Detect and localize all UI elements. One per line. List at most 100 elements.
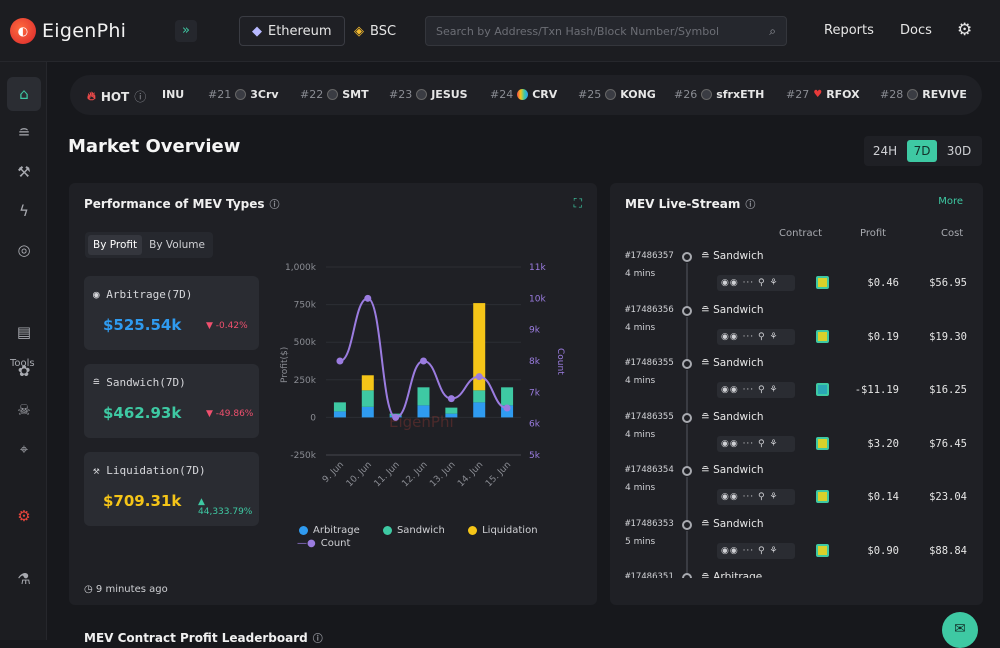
hot-symbol: SMT — [342, 88, 369, 101]
liquidation-icon[interactable]: ⚒ — [17, 163, 31, 181]
stat-card-arbitrage[interactable]: ◉ Arbitrage(7D) $525.54k ▼ -0.42% — [84, 276, 259, 350]
leaderboard-title: MEV Contract Profit Leaderboard ⓘ — [84, 631, 323, 645]
arbitrage-icon[interactable]: ◎ — [17, 241, 31, 259]
cost-value: $56.95 — [929, 277, 967, 289]
chat-support-button[interactable]: ✉ — [942, 612, 978, 648]
info-icon[interactable]: ⓘ — [745, 200, 756, 211]
token-path[interactable]: ◉◉ ··· ⚲ ⚘ — [717, 489, 795, 505]
block-number[interactable]: #17486354 — [625, 465, 674, 475]
search-icon[interactable]: ⌕ — [769, 24, 776, 38]
livestream-row[interactable]: #17486355 4 mins ≘ Sandwich ◉◉ ··· ⚲ ⚘ -$11.… — [610, 350, 983, 414]
timeline-line — [686, 477, 688, 521]
contract-icon[interactable] — [816, 490, 829, 503]
range-30d[interactable]: 30D — [946, 144, 972, 158]
hot-item[interactable]: #23 JESUS — [389, 88, 468, 101]
hot-item[interactable]: #25 KONG — [578, 88, 656, 101]
block-number[interactable]: #17486355 — [625, 358, 674, 368]
token-path[interactable]: ◉◉ ··· ⚲ ⚘ — [717, 435, 795, 452]
contract-icon[interactable] — [816, 329, 829, 343]
livestream-row[interactable]: #17486353 5 mins ≘ Sandwich ◉◉ ··· ⚲ ⚘ $0.90… — [610, 511, 983, 575]
contract-icon[interactable] — [816, 543, 829, 557]
tool-transaction-icon[interactable]: ▤ — [16, 323, 32, 341]
tool-attack-icon[interactable]: ☠ — [17, 401, 31, 419]
block-number[interactable]: #17486355 — [625, 411, 674, 422]
hot-item[interactable]: #27 ♥ RFOX — [786, 88, 860, 101]
timeline-line — [686, 530, 688, 575]
card-title-text: MEV Live-Stream — [625, 197, 741, 211]
bsc-icon: ◈ — [354, 23, 364, 39]
cost-value: $19.30 — [929, 330, 967, 343]
chain-ethereum-button[interactable]: ◆ Ethereum — [239, 16, 345, 46]
home-icon[interactable]: ⌂ — [7, 77, 41, 111]
contract-icon[interactable] — [816, 276, 829, 289]
sandwich-icon[interactable]: ≘ — [17, 124, 31, 142]
more-link[interactable]: More — [938, 196, 963, 207]
y-axis-label: Profit($) — [280, 347, 290, 383]
hot-label: 🔥︎ HOT ⓘ — [87, 88, 146, 105]
nav-docs[interactable]: Docs — [900, 23, 932, 38]
block-number[interactable]: #17486353 — [625, 518, 674, 529]
logo[interactable]: ◐ EigenPhi — [10, 18, 126, 44]
info-icon[interactable]: ⓘ — [269, 200, 280, 211]
legend-arbitrage[interactable]: Arbitrage — [299, 525, 360, 536]
hot-item[interactable]: #26 sfrxETH — [674, 88, 764, 101]
livestream-row[interactable]: #17486356 4 mins ≘ Sandwich ◉◉ ··· ⚲ ⚘ $0.19… — [610, 297, 983, 361]
expand-sidebar-button[interactable]: » — [175, 20, 197, 42]
stat-card-liquidation[interactable]: ⚒ Liquidation(7D) $709.31k ▲ 44,333.79% — [84, 452, 259, 526]
livestream-feed[interactable]: #17486357 4 mins ≘ Sandwich ◉◉ ··· ⚲ ⚘ $0.46… — [610, 243, 983, 578]
hot-symbol: sfrxETH — [716, 88, 765, 101]
legend-count[interactable]: —● Count — [297, 538, 350, 549]
block-number[interactable]: #17486356 — [625, 304, 674, 315]
token-path[interactable]: ◉◉ ··· ⚲ ⚘ — [717, 328, 795, 345]
timeline-dot — [682, 305, 692, 316]
tool-liquidation-icon[interactable]: ⚗ — [17, 570, 31, 588]
search-input[interactable]: Search by Address/Txn Hash/Block Number/… — [425, 16, 787, 46]
block-number[interactable]: #17486351 — [625, 572, 674, 578]
y2-tick-label: 5k — [529, 451, 541, 461]
livestream-row[interactable]: #17486351≘ Arbitrage◉◉ ··· ⚲ ⚘ — [610, 564, 983, 578]
legend-liquidation[interactable]: Liquidation — [468, 525, 538, 536]
count-point — [364, 294, 372, 302]
livestream-row[interactable]: #17486355 4 mins ≘ Sandwich ◉◉ ··· ⚲ ⚘ $3.20… — [610, 404, 983, 468]
stat-card-sandwich[interactable]: ≘ Sandwich(7D) $462.93k ▼ -49.86% — [84, 364, 259, 438]
block-number[interactable]: #17486357 — [625, 251, 674, 261]
token-icon — [907, 89, 919, 100]
legend-label: Liquidation — [482, 525, 538, 536]
legend-sandwich[interactable]: Sandwich — [382, 525, 445, 536]
flash-icon[interactable]: ϟ — [19, 202, 29, 220]
nav-reports[interactable]: Reports — [824, 23, 874, 38]
tool-gear-icon[interactable]: ⚙ — [17, 507, 31, 525]
time-ago: 5 mins — [625, 536, 656, 547]
by-volume-tab[interactable]: By Volume — [149, 239, 205, 251]
fullscreen-icon[interactable]: ⛶ — [573, 196, 582, 210]
chart-legend: Arbitrage Sandwich Liquidation —● Count — [297, 525, 589, 551]
sidebar: ⌂ ≘ ⚒ ϟ ◎ Tools ▤ ✿ ☠ ⌖ ⚙ ⚗ — [0, 62, 47, 640]
tool-cluster-icon[interactable]: ✿ — [17, 362, 31, 380]
info-icon[interactable]: ⓘ — [134, 90, 147, 104]
cost-value: $88.84 — [929, 544, 967, 557]
hot-item[interactable]: #28 REVIVE — [880, 88, 967, 101]
chain-bsc-button[interactable]: ◈ BSC — [342, 16, 408, 46]
token-path[interactable]: ◉◉ ··· ⚲ ⚘ — [717, 275, 795, 291]
contract-icon[interactable] — [816, 383, 829, 396]
cost-value: $23.04 — [929, 491, 967, 503]
updated-text: 9 minutes ago — [95, 584, 168, 595]
hot-item[interactable]: #21 3Crv — [208, 88, 279, 101]
hot-item[interactable]: #24 CRV — [490, 88, 557, 101]
hot-item[interactable]: #22 SMT — [300, 88, 369, 101]
hot-rank: #26 — [674, 88, 698, 101]
livestream-row[interactable]: #17486357 4 mins ≘ Sandwich ◉◉ ··· ⚲ ⚘ $0.46… — [610, 243, 983, 307]
hot-rank: #24 — [490, 88, 514, 101]
tool-explorer-icon[interactable]: ⌖ — [19, 440, 29, 458]
token-path[interactable]: ◉◉ ··· ⚲ ⚘ — [717, 382, 795, 398]
hot-item[interactable]: INU — [162, 88, 184, 101]
bar-liquidation — [361, 375, 374, 391]
range-7d[interactable]: 7D — [907, 140, 937, 162]
contract-icon[interactable] — [816, 436, 829, 450]
settings-icon[interactable]: ⚙ — [957, 20, 973, 40]
livestream-row[interactable]: #17486354 4 mins ≘ Sandwich ◉◉ ··· ⚲ ⚘ $0.14… — [610, 457, 983, 521]
token-path[interactable]: ◉◉ ··· ⚲ ⚘ — [717, 542, 795, 559]
by-profit-tab[interactable]: By Profit — [88, 235, 143, 255]
stat-name: ≘ Sandwich(7D) — [93, 376, 186, 389]
range-24h[interactable]: 24H — [872, 144, 898, 158]
